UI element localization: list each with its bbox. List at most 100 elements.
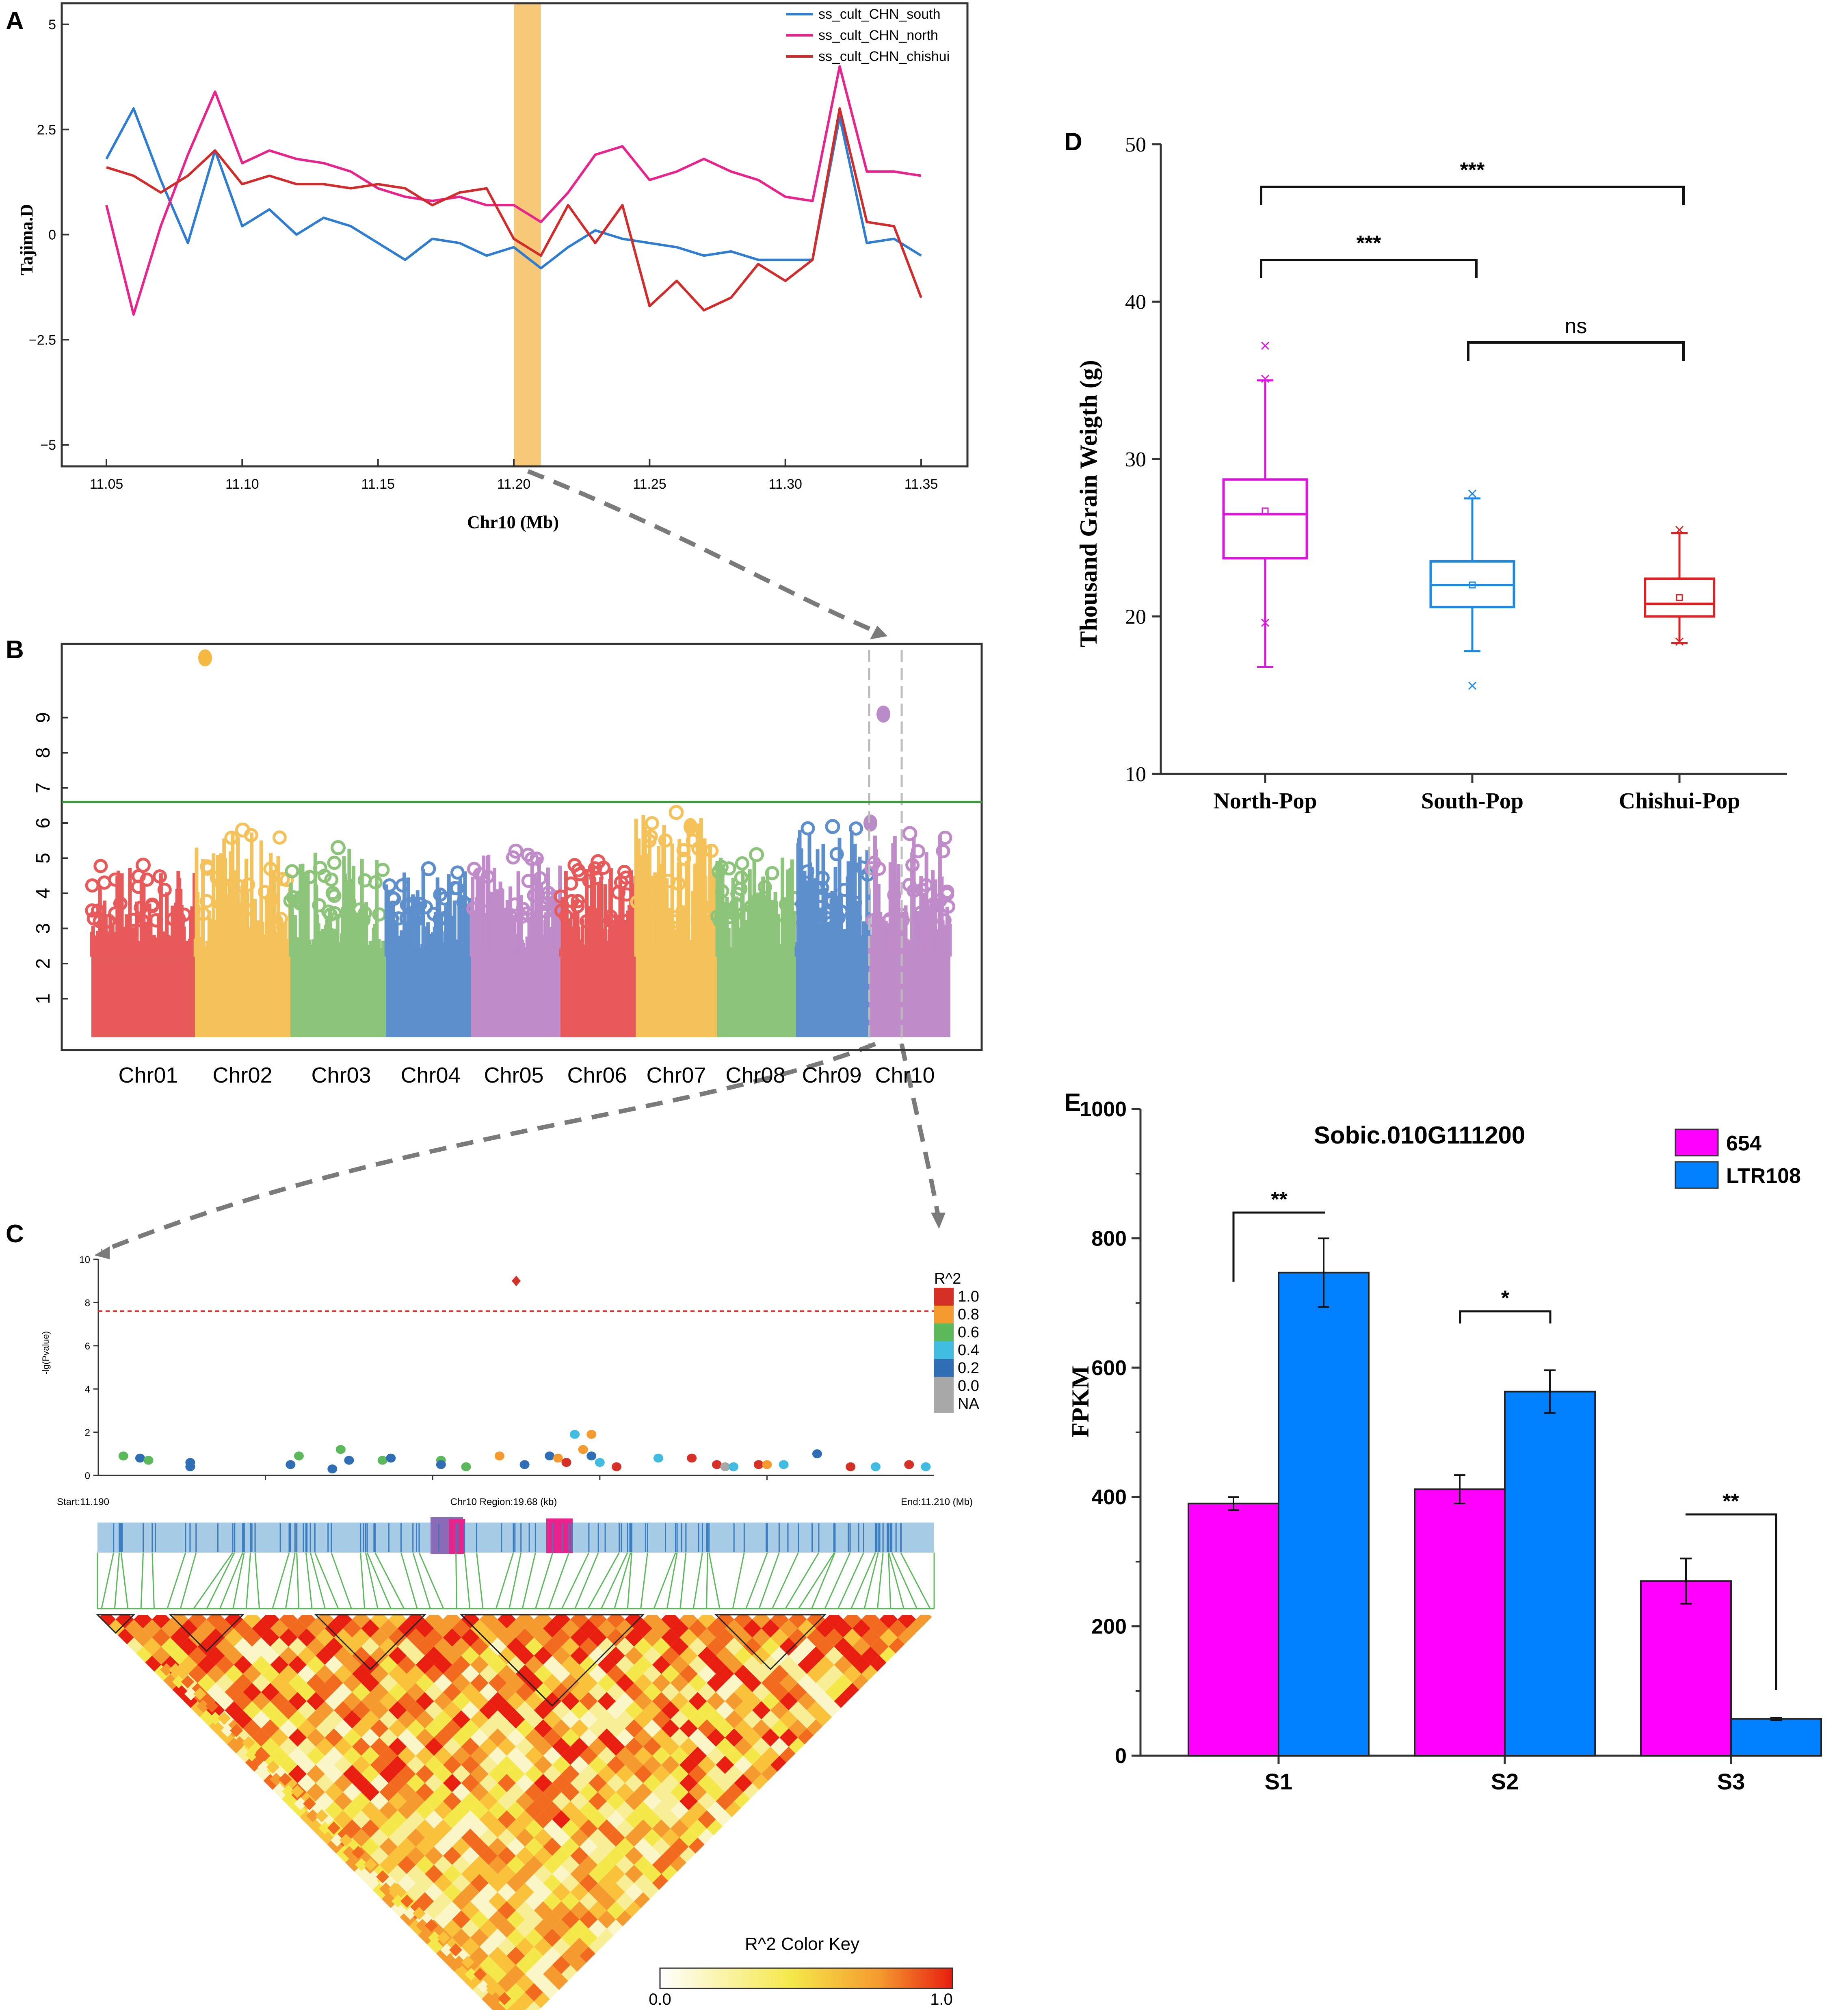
- snp-point: [382, 878, 397, 893]
- ld-cell: [388, 1774, 407, 1792]
- ld-cell: [506, 1801, 525, 1819]
- ld-cell: [125, 1637, 143, 1656]
- snp-point: [733, 882, 748, 896]
- ld-cell: [825, 1615, 844, 1629]
- significance-bracket-e: [1459, 1310, 1552, 1323]
- ld-cell: [616, 1655, 634, 1674]
- ld-cell: [461, 1756, 480, 1774]
- ld-cell: [307, 1692, 325, 1711]
- ld-cell: [579, 1783, 598, 1802]
- ld-cell: [361, 1692, 380, 1711]
- legend-swatch-c: [934, 1323, 954, 1341]
- ld-cell: [634, 1874, 652, 1892]
- ld-cell: [579, 1801, 598, 1819]
- ld-tail-cell: [197, 1700, 210, 1713]
- ld-cell: [216, 1655, 234, 1674]
- ld-cell: [452, 1910, 471, 1929]
- ld-cell: [561, 1619, 580, 1637]
- ld-cell: [697, 1719, 716, 1738]
- ld-cell: [579, 1746, 598, 1765]
- ld-cell: [307, 1746, 325, 1765]
- ld-cell: [488, 1674, 507, 1692]
- ld-cell: [525, 1710, 543, 1728]
- snp-connector: [418, 1552, 444, 1609]
- ld-cell: [452, 1892, 471, 1910]
- ld-cell: [697, 1646, 716, 1665]
- ld-cell: [470, 1837, 489, 1856]
- snp-point: [571, 863, 586, 877]
- legend-label-c: 0.8: [958, 1306, 979, 1323]
- snp-connector: [561, 1552, 590, 1609]
- ld-cell: [279, 1701, 298, 1720]
- ld-cell: [325, 1637, 343, 1656]
- legend-e: 654 LTR108: [1675, 1128, 1801, 1189]
- region-end-label: End:11.210 (Mb): [901, 1497, 973, 1508]
- ld-cell: [779, 1655, 798, 1674]
- ld-cell: [397, 1637, 416, 1656]
- ld-cell: [498, 1665, 516, 1683]
- ld-cell: [661, 1615, 680, 1629]
- ld-tail-cell: [465, 1968, 478, 1981]
- ld-tail-cell: [477, 1980, 490, 1993]
- snp-point: [93, 859, 108, 873]
- ld-cell: [225, 1646, 243, 1665]
- ld-cell: [597, 1801, 616, 1819]
- snp-point-c: [729, 1462, 739, 1471]
- ld-cell: [488, 1819, 507, 1838]
- ld-cell: [234, 1692, 252, 1711]
- ld-cell: [761, 1710, 780, 1728]
- ld-cell: [325, 1710, 343, 1728]
- ld-cell: [388, 1846, 407, 1865]
- ld-cell: [570, 1919, 589, 1938]
- chrom-peak-point: [749, 847, 764, 862]
- ld-cell: [597, 1892, 616, 1910]
- ld-tail-cell: [218, 1712, 231, 1725]
- ld-cell: [134, 1628, 152, 1647]
- ld-cell: [525, 1637, 543, 1656]
- ld-cell: [788, 1683, 807, 1701]
- box-North-Pop: [1222, 478, 1308, 560]
- snp-connector: [140, 1552, 144, 1609]
- legend-swatch-654: [1675, 1128, 1719, 1157]
- ld-cell: [352, 1756, 370, 1774]
- snp-point: [676, 843, 691, 858]
- ld-cell: [252, 1655, 270, 1674]
- ld-cell: [179, 1619, 198, 1637]
- chrom-peak-point: [136, 858, 151, 873]
- snp-connector: [601, 1552, 628, 1609]
- ld-cell: [379, 1819, 398, 1838]
- bar-654-S3: [1640, 1580, 1732, 1757]
- snp-point: [704, 843, 719, 858]
- snp-point-c: [753, 1460, 764, 1469]
- ld-cell: [516, 1756, 534, 1774]
- ld-cell: [652, 1801, 671, 1819]
- snp-point-c: [812, 1449, 822, 1458]
- y-tick-label-a: 5: [48, 17, 56, 32]
- ld-cell: [561, 1710, 580, 1728]
- ld-cell: [297, 1774, 316, 1792]
- ld-cell: [688, 1710, 707, 1728]
- snp-connector: [305, 1552, 313, 1609]
- snp-connector: [574, 1552, 599, 1609]
- ld-cell: [561, 1655, 580, 1674]
- snp-point-c: [611, 1462, 621, 1471]
- y-axis-label-c: -lg(Pvalue): [41, 1331, 51, 1374]
- ld-cell: [725, 1655, 743, 1674]
- ld-cell: [579, 1856, 598, 1874]
- ld-cell: [661, 1665, 680, 1683]
- ld-cell: [352, 1646, 370, 1665]
- ld-cell: [661, 1792, 680, 1811]
- ld-cell: [307, 1637, 325, 1656]
- ld-cell: [470, 1765, 489, 1783]
- ld-cell: [616, 1728, 634, 1747]
- ld-cell: [816, 1692, 834, 1711]
- ld-cell: [534, 1683, 552, 1701]
- ld-cell: [307, 1783, 325, 1802]
- chrom-peak-point: [825, 819, 840, 834]
- outlier-marker: [1261, 375, 1270, 383]
- ld-cell: [616, 1619, 634, 1637]
- ld-cell: [707, 1619, 725, 1637]
- ld-cell: [434, 1874, 452, 1892]
- ld-cell: [470, 1892, 489, 1910]
